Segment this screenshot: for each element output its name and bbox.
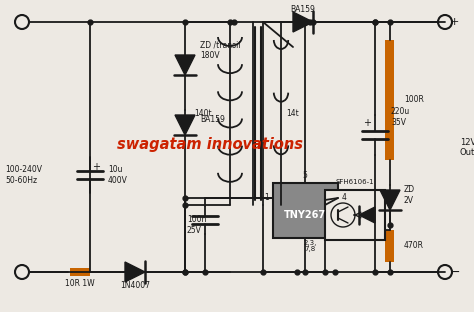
- Text: 12V/1A
Output: 12V/1A Output: [460, 137, 474, 157]
- Bar: [385, 40, 394, 160]
- Text: 100-240V
50-60Hz: 100-240V 50-60Hz: [5, 165, 42, 185]
- Text: 470R: 470R: [404, 241, 424, 251]
- Bar: [325, 190, 385, 240]
- Text: 5: 5: [302, 170, 308, 179]
- Text: 2,3,
7,8: 2,3, 7,8: [303, 240, 317, 252]
- Text: 10R 1W: 10R 1W: [65, 280, 95, 289]
- Text: swagatam innovations: swagatam innovations: [117, 138, 303, 153]
- Text: +: +: [450, 17, 459, 27]
- Bar: [70, 268, 90, 276]
- Text: +: +: [363, 118, 371, 128]
- Text: BA159: BA159: [291, 4, 315, 13]
- Bar: [385, 230, 394, 262]
- Text: 100R: 100R: [404, 95, 424, 105]
- Text: SFH6106-1: SFH6106-1: [336, 179, 374, 185]
- Polygon shape: [359, 207, 375, 223]
- Text: ZD
2V: ZD 2V: [404, 185, 415, 205]
- Bar: [273, 183, 338, 238]
- Text: 140t: 140t: [194, 109, 212, 118]
- Text: 1: 1: [264, 193, 269, 202]
- Text: 1N4007: 1N4007: [120, 280, 150, 290]
- Text: −: −: [450, 266, 461, 279]
- Text: 10u
400V: 10u 400V: [108, 165, 128, 185]
- Text: ZD /transil
180V: ZD /transil 180V: [200, 40, 241, 60]
- Text: BA159: BA159: [200, 115, 225, 124]
- Text: 4: 4: [342, 193, 347, 202]
- Text: 14t: 14t: [286, 109, 299, 118]
- Polygon shape: [175, 115, 195, 135]
- Polygon shape: [125, 262, 145, 282]
- Polygon shape: [175, 55, 195, 75]
- Polygon shape: [293, 12, 313, 32]
- Text: 100n
25V: 100n 25V: [187, 215, 206, 235]
- Polygon shape: [380, 190, 400, 210]
- Text: TNY267: TNY267: [284, 210, 326, 220]
- Text: +: +: [92, 162, 100, 172]
- Text: 220u
35V: 220u 35V: [391, 107, 410, 127]
